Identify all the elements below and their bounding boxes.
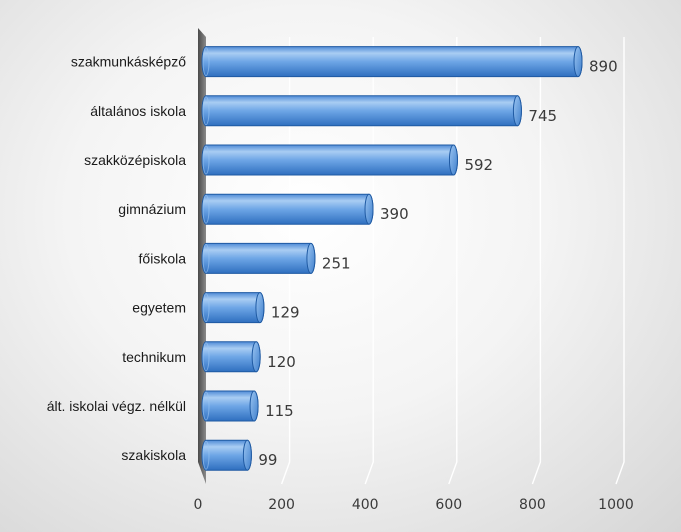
bar-base <box>202 342 210 372</box>
bar-body <box>201 242 316 274</box>
bar-cap <box>255 292 265 324</box>
bar-cap <box>573 46 583 78</box>
category-label: főiskola <box>139 250 187 266</box>
category-label: szakmunkásképző <box>71 54 186 70</box>
bar-body <box>201 292 265 324</box>
category-label: általános iskola <box>90 103 186 119</box>
bar-body <box>201 46 583 78</box>
value-label: 251 <box>322 254 351 272</box>
category-label: egyetem <box>132 300 186 316</box>
category-label: technikum <box>122 349 186 365</box>
bar <box>201 95 522 127</box>
category-label: szakközépiskola <box>84 152 186 168</box>
bar-body <box>201 341 261 373</box>
value-label: 592 <box>464 156 493 174</box>
bar-base <box>202 243 210 273</box>
bar-cap <box>306 242 316 274</box>
x-tick-label: 400 <box>352 497 379 513</box>
category-label: ált. iskolai végz. nélkül <box>47 398 186 414</box>
x-tick-label: 200 <box>268 497 295 513</box>
bar-base <box>202 440 210 470</box>
gridline <box>280 37 291 485</box>
bar-base <box>202 145 210 175</box>
bar-base <box>202 47 210 77</box>
bar-base <box>202 194 210 224</box>
x-tick-label: 0 <box>194 497 203 513</box>
value-label: 115 <box>265 402 294 420</box>
bars <box>201 46 583 471</box>
category-label: gimnázium <box>118 201 186 217</box>
value-label: 890 <box>589 58 618 76</box>
gridline <box>531 37 542 485</box>
category-label: szakiskola <box>121 447 186 463</box>
bar-cap <box>249 390 259 422</box>
bar-cap <box>364 193 374 225</box>
gridlines <box>280 37 625 485</box>
bar-base <box>202 391 210 421</box>
gridline <box>448 37 458 485</box>
x-tick-label: 1000 <box>598 497 634 513</box>
bar <box>201 341 261 373</box>
bar-body <box>201 144 458 176</box>
bar-body <box>201 193 374 225</box>
bar <box>201 46 583 78</box>
bar <box>201 193 374 225</box>
x-tick-label: 800 <box>519 497 546 513</box>
category-labels: szakmunkásképző általános iskola szakközép… <box>47 54 187 464</box>
bar <box>201 144 458 176</box>
bar <box>201 242 316 274</box>
bar <box>201 292 265 324</box>
value-label: 99 <box>258 451 277 469</box>
bar <box>201 390 259 422</box>
bar-body <box>201 95 522 127</box>
value-label: 745 <box>528 107 557 125</box>
value-label: 129 <box>271 304 300 322</box>
gridline <box>615 37 625 485</box>
bar-cap <box>512 95 522 127</box>
gridline <box>364 37 374 485</box>
bar <box>201 439 252 471</box>
value-label: 390 <box>380 205 409 223</box>
bar-base <box>202 96 210 126</box>
x-axis-ticks: 0 200 400 600 800 1000 <box>194 497 634 513</box>
bar-base <box>202 293 210 323</box>
bar-cap <box>242 439 252 471</box>
bar-cap <box>448 144 458 176</box>
value-labels: 890 745 592 390 251 129 120 115 99 <box>258 58 617 470</box>
bar-cap <box>251 341 261 373</box>
value-label: 120 <box>267 353 296 371</box>
x-tick-label: 600 <box>435 497 462 513</box>
